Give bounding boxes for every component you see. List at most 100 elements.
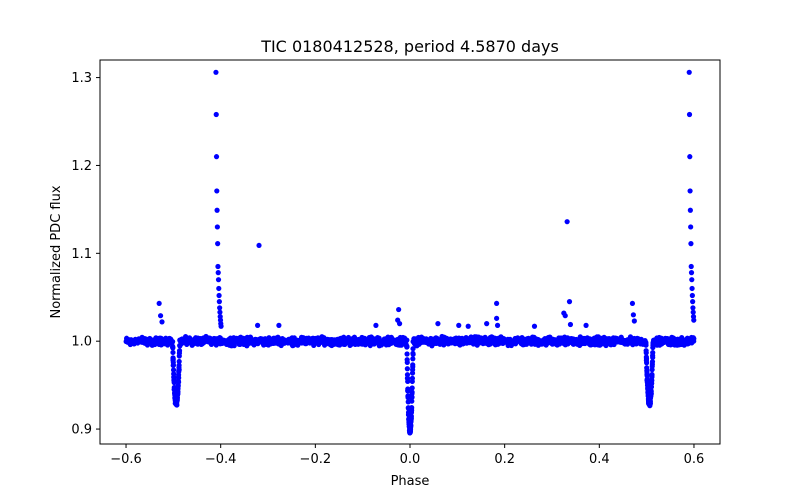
data-point <box>689 285 695 292</box>
data-point <box>562 313 568 319</box>
data-point <box>409 389 415 395</box>
x-tick-label: 0.4 <box>589 452 610 467</box>
data-point <box>215 263 221 270</box>
data-point <box>650 340 656 346</box>
y-tick-label: 0.9 <box>71 423 92 438</box>
data-point <box>170 367 177 373</box>
data-point <box>531 323 538 329</box>
data-point <box>170 362 177 368</box>
data-point <box>691 317 697 323</box>
data-point <box>409 375 416 381</box>
data-point <box>405 387 411 393</box>
data-point <box>404 337 410 343</box>
data-point <box>643 350 649 356</box>
data-point <box>170 339 176 345</box>
data-point <box>218 323 224 329</box>
data-point <box>256 242 262 249</box>
data-point <box>583 322 589 328</box>
data-point <box>213 154 220 160</box>
data-point <box>410 346 416 352</box>
data-point <box>255 322 261 328</box>
data-point <box>649 371 655 378</box>
data-point <box>630 312 636 318</box>
data-point <box>688 263 694 270</box>
data-point <box>170 349 176 356</box>
data-point <box>409 385 415 391</box>
data-point <box>404 344 410 350</box>
x-tick-label: 0.2 <box>494 452 515 467</box>
data-point <box>690 299 696 305</box>
data-point <box>494 300 500 307</box>
data-point <box>689 292 695 299</box>
data-point <box>687 188 693 194</box>
x-tick-label: −0.6 <box>110 452 142 467</box>
data-point <box>494 322 501 328</box>
data-point <box>687 207 693 213</box>
data-point <box>215 270 221 276</box>
data-point <box>566 299 573 305</box>
data-point <box>175 378 181 384</box>
data-point <box>644 369 650 375</box>
data-point <box>410 367 416 373</box>
data-point <box>396 306 402 313</box>
data-point <box>686 111 693 118</box>
data-point <box>410 338 416 345</box>
chart-title: TIC 0180412528, period 4.5870 days <box>260 37 559 56</box>
data-point <box>217 309 223 315</box>
data-point <box>175 382 181 388</box>
data-point <box>214 224 220 230</box>
data-point <box>216 292 222 299</box>
y-tick-label: 1.3 <box>71 71 92 86</box>
y-axis-label: Normalized PDC flux <box>49 185 64 318</box>
data-point <box>410 362 416 368</box>
data-point <box>456 322 462 328</box>
data-point <box>214 188 220 194</box>
data-point <box>176 358 182 365</box>
data-point <box>494 315 500 321</box>
data-point <box>213 69 219 75</box>
data-point <box>484 321 490 327</box>
data-point <box>408 423 414 429</box>
x-tick-label: −0.4 <box>205 452 237 467</box>
data-point <box>176 362 182 368</box>
data-point <box>650 350 656 356</box>
data-point <box>217 305 223 311</box>
x-tick-label: 0.6 <box>684 452 705 467</box>
y-axis-ticks: 0.9 1.0 1.1 1.2 1.3 <box>71 71 100 438</box>
data-point <box>691 338 697 344</box>
data-point <box>170 345 176 351</box>
data-point <box>157 313 164 319</box>
data-point <box>176 348 183 354</box>
data-point <box>690 305 696 311</box>
data-point <box>648 388 654 394</box>
y-tick-label: 1.2 <box>71 159 92 174</box>
data-point <box>373 322 379 328</box>
plot-frame <box>99 59 721 445</box>
data-point <box>435 321 441 327</box>
x-tick-label: −0.2 <box>300 452 332 467</box>
data-point <box>644 372 650 379</box>
data-point <box>688 224 694 230</box>
data-point <box>404 372 411 378</box>
data-point <box>687 154 693 160</box>
data-point <box>465 323 471 329</box>
data-point <box>405 395 411 401</box>
data-point <box>156 300 162 307</box>
data-point <box>631 318 637 324</box>
data-point <box>629 300 636 307</box>
data-point <box>564 219 570 225</box>
data-point <box>688 270 695 276</box>
data-point <box>410 350 416 356</box>
data-point <box>409 404 415 411</box>
y-tick-label: 1.1 <box>71 247 92 262</box>
data-point <box>409 398 415 404</box>
data-point <box>215 277 222 283</box>
x-tick-label: 0.0 <box>400 452 421 467</box>
data-point <box>396 321 403 327</box>
data-point <box>216 285 222 292</box>
data-point <box>404 366 410 372</box>
data-point <box>404 359 410 365</box>
data-point <box>405 378 411 385</box>
